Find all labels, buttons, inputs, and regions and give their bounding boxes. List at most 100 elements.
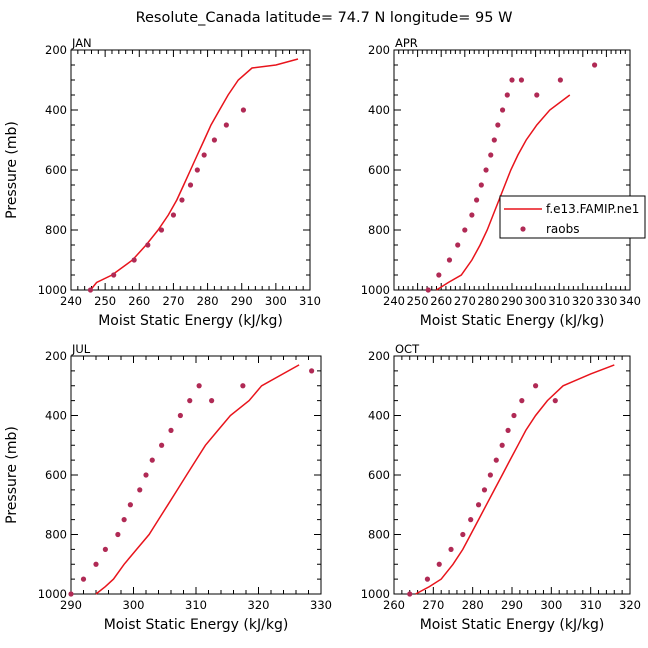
obs-point [488, 152, 494, 158]
obs-point [102, 546, 108, 552]
obs-point [448, 546, 454, 552]
x-tick-label: 270 [422, 598, 444, 612]
obs-point [475, 502, 482, 508]
y-tick-label: 800 [45, 223, 67, 237]
x-tick-label: 290 [501, 598, 523, 612]
obs-point [209, 398, 215, 404]
x-tick-label: 290 [231, 294, 253, 308]
y-tick-label: 200 [45, 349, 67, 363]
y-tick-label: 1000 [361, 283, 390, 297]
legend-obs-label: raobs [546, 222, 580, 236]
x-tick-label: 330 [595, 294, 617, 308]
obs-point [121, 517, 127, 523]
x-tick-label: 280 [197, 294, 219, 308]
obs-point [211, 137, 217, 143]
obs-point [115, 531, 121, 538]
x-tick-label: 310 [580, 598, 602, 612]
obs-point [511, 412, 517, 419]
x-tick-label: 280 [462, 598, 484, 612]
x-tick-label: 260 [383, 598, 405, 612]
y-tick-label: 400 [45, 409, 67, 423]
panel-apr: 240 250 260 270 280 290 300 310 320 330 340 200 400 6… [361, 36, 641, 329]
x-tick-label: 250 [94, 294, 116, 308]
panel-title: APR [395, 36, 418, 50]
x-tick-label: 310 [185, 598, 207, 612]
panel-jan: 240 250 260 270 280 290 300 310 200 400 600 800 1000… [4, 36, 321, 329]
obs-point [557, 77, 563, 83]
obs-point [534, 92, 540, 98]
x-tick-label: 310 [548, 294, 570, 308]
y-tick-label: 800 [368, 528, 390, 542]
panel-jul: 290 300 310 320 330 200 400 600 800 1000 Moist Sta… [4, 342, 332, 633]
y-tick-label: 1000 [38, 587, 67, 601]
obs-point [519, 398, 525, 404]
obs-point [407, 591, 413, 597]
x-axis-title: Moist Static Energy (kJ/kg) [98, 313, 283, 329]
plot-frame [393, 355, 631, 595]
x-tick-label: 300 [540, 598, 562, 612]
obs-point [168, 427, 174, 433]
figure-title: Resolute_Canada latitude= 74.7 N longitu… [136, 10, 513, 26]
obs-point [149, 457, 155, 463]
y-tick-label: 200 [368, 43, 390, 57]
x-tick-label: 290 [501, 294, 523, 308]
x-tick-label: 240 [383, 294, 405, 308]
obs-point [483, 167, 489, 173]
y-tick-label: 600 [368, 468, 390, 482]
panels: 240 250 260 270 280 290 300 3102004006008001000… [4, 36, 641, 633]
y-tick-label: 800 [368, 223, 390, 237]
legend-model-label: f.e13.FAMIP.ne1 [546, 202, 639, 216]
obs-point [159, 442, 165, 448]
y-tick-label: 200 [45, 43, 67, 57]
panel-title: OCT [395, 342, 420, 356]
x-tick-label: 250 [407, 294, 429, 308]
obs-point [552, 398, 558, 404]
obs-point [170, 212, 177, 218]
x-tick-label: 330 [310, 598, 332, 612]
obs-point [179, 197, 185, 203]
x-tick-label: 320 [619, 598, 641, 612]
x-tick-label: 320 [572, 294, 594, 308]
x-tick-label: 280 [477, 294, 499, 308]
obs-point [196, 383, 202, 389]
obs-point [187, 398, 193, 404]
obs-point [424, 576, 431, 582]
y-tick-label: 600 [368, 163, 390, 177]
obs-point [499, 442, 505, 448]
x-tick-label: 290 [60, 598, 82, 612]
obs-point [499, 107, 506, 113]
obs-point [131, 257, 137, 263]
y-tick-label: 1000 [38, 283, 67, 297]
obs-point [493, 457, 499, 463]
x-tick-label: 320 [248, 598, 270, 612]
legend: f.e13.FAMIP.ne1 raobs [499, 195, 646, 239]
obs-point [223, 122, 229, 128]
obs-point [460, 531, 466, 538]
obs-point [474, 197, 480, 203]
obs-point [487, 472, 493, 478]
obs-point [93, 561, 99, 567]
panel-title: JUL [71, 342, 91, 356]
obs-point [455, 242, 461, 248]
x-tick-label: 270 [454, 294, 476, 308]
panel-title: JAN [71, 36, 92, 50]
y-axis-title: Pressure (mb) [4, 121, 20, 219]
obs-point [469, 212, 475, 218]
obs-point [504, 92, 510, 98]
obs-point [509, 77, 515, 83]
x-tick-label: 260 [128, 294, 150, 308]
obs-point [425, 287, 431, 293]
obs-point [127, 502, 133, 508]
obs-point [478, 182, 484, 188]
obs-point [309, 368, 315, 374]
y-tick-label: 600 [45, 163, 67, 177]
x-tick-label: 240 [60, 294, 82, 308]
y-axis-title: Pressure (mb) [4, 426, 20, 524]
plot-frame [70, 355, 322, 595]
x-axis-title: Moist Static Energy (kJ/kg) [104, 617, 289, 633]
plot-frame [393, 49, 631, 291]
obs-point [505, 427, 511, 433]
obs-point [87, 287, 94, 293]
y-tick-label: 400 [368, 103, 390, 117]
obs-point [158, 227, 165, 233]
